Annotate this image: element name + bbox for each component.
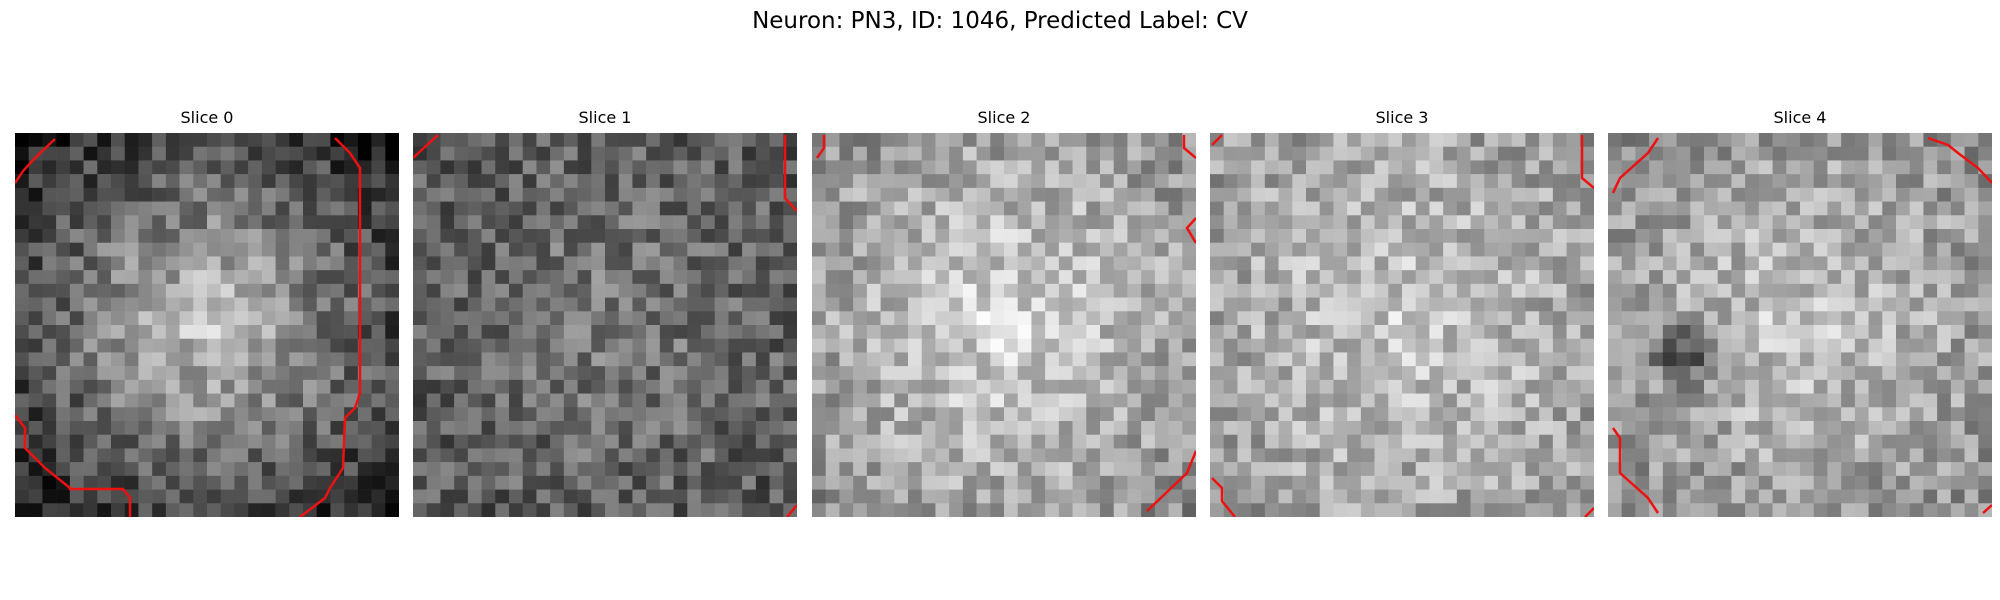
slice-panel-3: Slice 3 (1210, 108, 1594, 518)
slice-title: Slice 3 (1375, 108, 1429, 127)
slice-title: Slice 0 (180, 108, 234, 127)
slice-image-4 (1608, 133, 1992, 517)
segmentation-contour (1211, 134, 1594, 517)
segmentation-contour (815, 135, 1196, 512)
segmentation-contour (15, 137, 362, 517)
slice-panel-0: Slice 0 (15, 108, 399, 518)
segmentation-contour (1611, 136, 1992, 514)
slice-image-2 (812, 133, 1196, 517)
segmentation-contour (413, 134, 797, 517)
figure-title: Neuron: PN3, ID: 1046, Predicted Label: … (752, 8, 1248, 34)
slice-image-3 (1210, 133, 1594, 517)
slice-panel-2: Slice 2 (812, 108, 1196, 518)
slice-image-0 (15, 133, 399, 517)
slice-title: Slice 4 (1773, 108, 1827, 127)
slice-image-1 (413, 133, 797, 517)
slice-title: Slice 2 (977, 108, 1031, 127)
slice-panel-4: Slice 4 (1608, 108, 1992, 518)
slice-title: Slice 1 (578, 108, 632, 127)
slice-panel-1: Slice 1 (413, 108, 797, 518)
